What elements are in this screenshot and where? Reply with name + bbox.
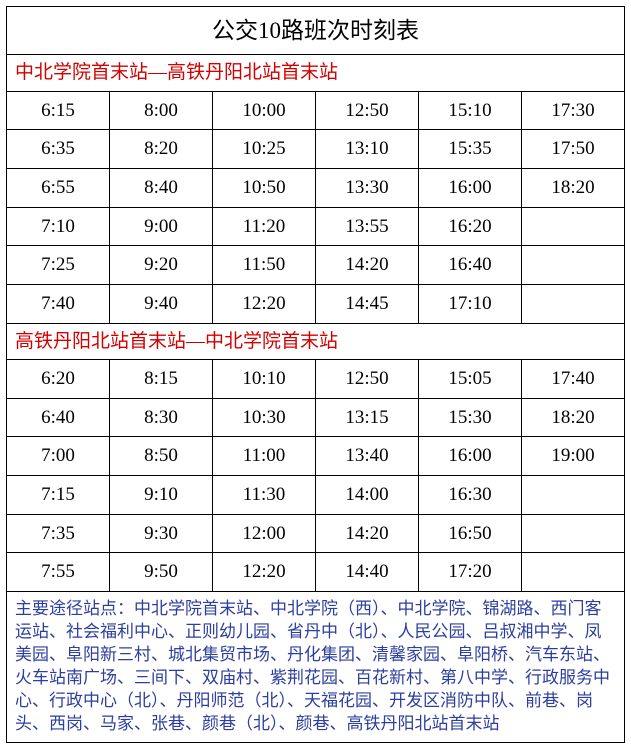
time-cell <box>522 476 625 515</box>
table-row: 7:259:2011:5014:2016:40 <box>7 246 625 285</box>
time-cell: 15:35 <box>419 130 522 169</box>
time-cell: 13:30 <box>316 168 419 207</box>
time-cell: 16:50 <box>419 514 522 553</box>
time-cell: 8:30 <box>110 398 213 437</box>
time-cell: 12:50 <box>316 360 419 399</box>
time-cell: 11:30 <box>213 476 316 515</box>
timetable: 公交10路班次时刻表中北学院首末站—高铁丹阳北站首末站6:158:0010:00… <box>6 6 625 743</box>
time-cell: 9:50 <box>110 553 213 592</box>
time-cell: 13:15 <box>316 398 419 437</box>
time-cell: 7:55 <box>7 553 110 592</box>
time-cell: 8:15 <box>110 360 213 399</box>
table-row: 7:008:5011:0013:4016:0019:00 <box>7 437 625 476</box>
time-cell: 8:40 <box>110 168 213 207</box>
time-cell: 11:00 <box>213 437 316 476</box>
time-cell: 15:10 <box>419 91 522 130</box>
table-row: 7:159:1011:3014:0016:30 <box>7 476 625 515</box>
time-cell: 14:20 <box>316 514 419 553</box>
stops-notes: 主要途径站点：中北学院首末站、中北学院（西）、中北学院、锦湖路、西门客运站、社会… <box>7 592 625 743</box>
time-cell: 6:40 <box>7 398 110 437</box>
time-cell: 19:00 <box>522 437 625 476</box>
time-cell: 14:00 <box>316 476 419 515</box>
time-cell: 17:30 <box>522 91 625 130</box>
table-row: 6:408:3010:3013:1515:3018:20 <box>7 398 625 437</box>
time-cell: 7:25 <box>7 246 110 285</box>
time-cell: 16:00 <box>419 437 522 476</box>
time-cell: 17:10 <box>419 284 522 323</box>
table-row: 6:158:0010:0012:5015:1017:30 <box>7 91 625 130</box>
timetable-wrapper: 公交10路班次时刻表中北学院首末站—高铁丹阳北站首末站6:158:0010:00… <box>0 0 631 749</box>
time-cell: 16:40 <box>419 246 522 285</box>
time-cell: 9:20 <box>110 246 213 285</box>
time-cell: 18:20 <box>522 398 625 437</box>
time-cell: 7:35 <box>7 514 110 553</box>
time-cell: 12:00 <box>213 514 316 553</box>
time-cell: 13:40 <box>316 437 419 476</box>
time-cell: 13:10 <box>316 130 419 169</box>
time-cell: 6:55 <box>7 168 110 207</box>
table-row: 7:559:5012:2014:4017:20 <box>7 553 625 592</box>
time-cell: 14:40 <box>316 553 419 592</box>
time-cell: 6:20 <box>7 360 110 399</box>
table-row: 7:359:3012:0014:2016:50 <box>7 514 625 553</box>
route1-header: 中北学院首末站—高铁丹阳北站首末站 <box>7 55 625 92</box>
time-cell: 10:25 <box>213 130 316 169</box>
time-cell <box>522 246 625 285</box>
time-cell: 17:40 <box>522 360 625 399</box>
time-cell: 9:30 <box>110 514 213 553</box>
time-cell: 17:20 <box>419 553 522 592</box>
table-row: 6:358:2010:2513:1015:3517:50 <box>7 130 625 169</box>
time-cell: 7:40 <box>7 284 110 323</box>
time-cell: 11:20 <box>213 207 316 246</box>
time-cell: 13:55 <box>316 207 419 246</box>
time-cell: 8:00 <box>110 91 213 130</box>
time-cell: 18:20 <box>522 168 625 207</box>
time-cell: 14:45 <box>316 284 419 323</box>
time-cell: 7:10 <box>7 207 110 246</box>
route2-header: 高铁丹阳北站首末站—中北学院首末站 <box>7 323 625 360</box>
time-cell: 9:00 <box>110 207 213 246</box>
time-cell: 8:20 <box>110 130 213 169</box>
time-cell: 6:15 <box>7 91 110 130</box>
time-cell: 16:30 <box>419 476 522 515</box>
time-cell: 8:50 <box>110 437 213 476</box>
time-cell <box>522 284 625 323</box>
time-cell <box>522 514 625 553</box>
time-cell: 10:30 <box>213 398 316 437</box>
time-cell: 16:00 <box>419 168 522 207</box>
time-cell: 7:00 <box>7 437 110 476</box>
time-cell: 11:50 <box>213 246 316 285</box>
time-cell: 15:05 <box>419 360 522 399</box>
time-cell: 16:20 <box>419 207 522 246</box>
time-cell: 10:10 <box>213 360 316 399</box>
time-cell: 6:35 <box>7 130 110 169</box>
time-cell: 14:20 <box>316 246 419 285</box>
time-cell: 15:30 <box>419 398 522 437</box>
table-title: 公交10路班次时刻表 <box>7 7 625 55</box>
time-cell: 10:00 <box>213 91 316 130</box>
time-cell <box>522 553 625 592</box>
table-row: 7:409:4012:2014:4517:10 <box>7 284 625 323</box>
table-row: 6:558:4010:5013:3016:0018:20 <box>7 168 625 207</box>
time-cell: 7:15 <box>7 476 110 515</box>
time-cell: 12:20 <box>213 553 316 592</box>
time-cell: 9:10 <box>110 476 213 515</box>
time-cell: 17:50 <box>522 130 625 169</box>
time-cell: 10:50 <box>213 168 316 207</box>
time-cell: 12:20 <box>213 284 316 323</box>
table-row: 7:109:0011:2013:5516:20 <box>7 207 625 246</box>
time-cell: 12:50 <box>316 91 419 130</box>
time-cell <box>522 207 625 246</box>
table-row: 6:208:1510:1012:5015:0517:40 <box>7 360 625 399</box>
time-cell: 9:40 <box>110 284 213 323</box>
